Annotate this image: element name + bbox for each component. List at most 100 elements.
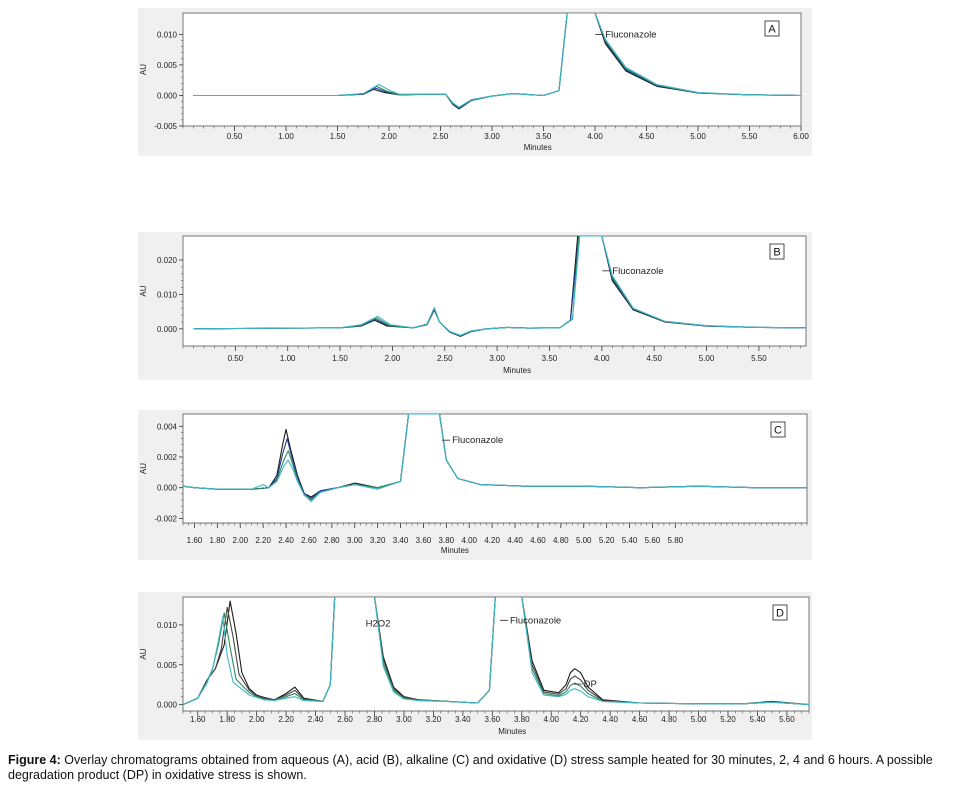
x-tick-label: 3.50 (542, 354, 558, 363)
x-tick-label: 3.60 (485, 715, 501, 724)
x-tick-label: 3.00 (347, 536, 363, 545)
chart-panel-d: 0.000 0.005 0.010 1.60 1.80 2.00 2.20 2.40 2.60 2… (138, 592, 812, 740)
x-tick-label: 2.40 (308, 715, 324, 724)
x-tick-label: 1.60 (187, 536, 203, 545)
series-line-4 (183, 414, 807, 503)
series-line-2 (183, 597, 809, 706)
x-tick-label: 2.00 (385, 354, 401, 363)
x-tick-label: 4.00 (543, 715, 559, 724)
x-tick-label: 3.00 (489, 354, 505, 363)
x-tick-label: 3.40 (455, 715, 471, 724)
annotation-label: Fluconazole (452, 435, 503, 446)
panel-letter-box (770, 421, 786, 438)
x-tick-label: 5.60 (645, 536, 661, 545)
x-axis-label: Minutes (524, 143, 552, 152)
x-tick-label: 3.50 (536, 132, 552, 141)
x-axis-label: Minutes (503, 366, 531, 375)
x-tick-label: 2.80 (367, 715, 383, 724)
series-line-4 (183, 597, 809, 706)
plot-area (182, 413, 808, 524)
x-tick-label: 4.60 (632, 715, 648, 724)
y-tick-label: -0.002 (154, 514, 177, 523)
series-group (193, 13, 801, 110)
plot-area (182, 235, 807, 347)
x-tick-label: 0.50 (228, 354, 244, 363)
x-tick-label: 0.50 (227, 132, 243, 141)
x-tick-label: 3.60 (416, 536, 432, 545)
chart-panel-c: -0.002 0.000 0.002 0.004 1.60 1.80 2.00 2.20 2.4… (138, 410, 812, 560)
annotation-label: Fluconazole (605, 29, 656, 40)
y-tick-label: 0.010 (157, 30, 178, 39)
plot-area (182, 596, 810, 712)
y-axis-label: AU (139, 64, 148, 75)
x-axis-label: Minutes (441, 546, 469, 555)
x-tick-label: 5.50 (751, 354, 767, 363)
annotation-label: DP (584, 679, 597, 690)
figure-caption: Figure 4: Overlay chromatograms obtained… (8, 753, 948, 783)
x-tick-label: 3.80 (514, 715, 530, 724)
x-tick-label: 4.00 (594, 354, 610, 363)
x-tick-label: 4.00 (587, 132, 603, 141)
caption-text: Overlay chromatograms obtained from aque… (8, 753, 933, 782)
series-group (183, 414, 807, 503)
series-line-1 (183, 597, 809, 706)
x-tick-label: 5.60 (779, 715, 795, 724)
panel-letter-box (769, 243, 785, 260)
x-tick-label: 4.80 (553, 536, 569, 545)
x-tick-label: 2.50 (433, 132, 449, 141)
x-tick-label: 4.40 (507, 536, 523, 545)
x-tick-label: 5.00 (690, 132, 706, 141)
x-tick-label: 1.50 (330, 132, 346, 141)
x-tick-label: 1.00 (278, 132, 294, 141)
x-tick-label: 2.40 (278, 536, 294, 545)
x-tick-label: 1.60 (190, 715, 206, 724)
series-group (183, 597, 809, 706)
y-axis-label: AU (139, 285, 148, 296)
x-tick-label: 5.00 (699, 354, 715, 363)
x-tick-label: 3.20 (370, 536, 386, 545)
x-tick-label: 5.50 (742, 132, 758, 141)
x-tick-label: 2.00 (249, 715, 265, 724)
x-tick-label: 5.20 (599, 536, 615, 545)
x-tick-label: 2.60 (301, 536, 317, 545)
y-axis-label: AU (139, 463, 148, 474)
panel-letter-box (772, 604, 788, 621)
y-tick-label: 0.005 (157, 61, 178, 70)
x-tick-label: 5.80 (668, 536, 684, 545)
annotation-label: Fluconazole (612, 266, 663, 277)
x-tick-label: 1.00 (280, 354, 296, 363)
plot-area (182, 12, 802, 127)
x-tick-label: 1.80 (210, 536, 226, 545)
y-tick-label: 0.000 (157, 325, 178, 334)
x-tick-label: 4.40 (602, 715, 618, 724)
y-tick-label: -0.005 (154, 122, 177, 131)
x-tick-label: 3.40 (393, 536, 409, 545)
y-tick-label: 0.010 (157, 621, 178, 630)
x-tick-label: 1.80 (219, 715, 235, 724)
y-tick-label: 0.005 (157, 661, 178, 670)
x-tick-label: 3.00 (484, 132, 500, 141)
x-tick-label: 4.50 (639, 132, 655, 141)
x-tick-label: 5.40 (750, 715, 766, 724)
series-line-4 (193, 236, 806, 336)
panel-letter: D (776, 608, 784, 620)
x-tick-label: 4.60 (530, 536, 546, 545)
x-tick-label: 5.40 (622, 536, 638, 545)
y-tick-label: 0.002 (157, 453, 178, 462)
x-tick-label: 3.00 (396, 715, 412, 724)
series-line-3 (183, 597, 809, 706)
x-tick-label: 5.00 (576, 536, 592, 545)
panel-letter-box (764, 20, 780, 37)
x-tick-label: 4.20 (573, 715, 589, 724)
x-tick-label: 2.20 (278, 715, 294, 724)
y-axis-label: AU (139, 648, 148, 659)
x-tick-label: 3.20 (426, 715, 442, 724)
x-tick-label: 2.00 (381, 132, 397, 141)
x-tick-label: 2.20 (255, 536, 271, 545)
y-tick-label: 0.020 (157, 256, 178, 265)
series-group (193, 236, 806, 337)
x-tick-label: 3.80 (439, 536, 455, 545)
x-tick-label: 2.80 (324, 536, 340, 545)
x-tick-label: 6.00 (793, 132, 809, 141)
